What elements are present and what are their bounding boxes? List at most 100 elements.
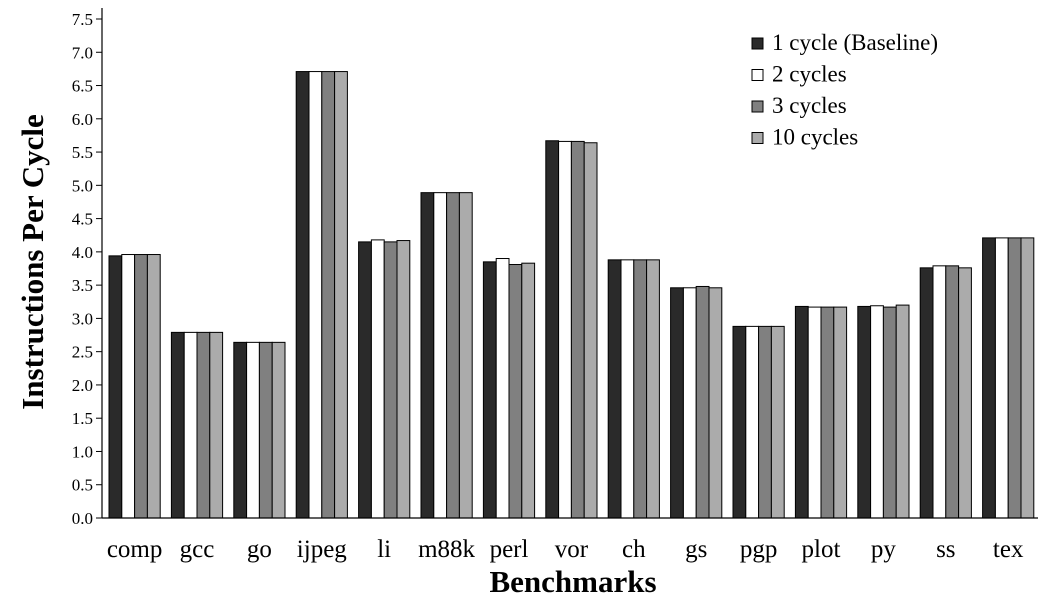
bar-group-perl <box>482 258 536 519</box>
bar <box>482 261 497 519</box>
bar <box>994 237 1009 519</box>
bar <box>945 265 960 519</box>
bar <box>545 140 560 519</box>
y-tick-label: 2.0 <box>72 376 93 395</box>
y-tick-label: 3.0 <box>72 309 93 328</box>
bar <box>146 254 161 519</box>
legend-swatch <box>751 132 764 144</box>
bar <box>321 71 336 519</box>
y-tick-label: 6.0 <box>72 110 93 129</box>
y-axis-title: Instructions Per Cycle <box>15 114 50 410</box>
bar <box>246 341 260 519</box>
bar <box>870 305 884 519</box>
bar-group-gcc <box>170 331 224 519</box>
y-tick-label: 5.0 <box>72 176 93 195</box>
bar-group-gs <box>670 285 723 519</box>
bar <box>420 192 435 519</box>
bar <box>1020 237 1035 519</box>
bar-group-m88k <box>420 192 473 519</box>
bar <box>982 237 996 519</box>
bar-group-li <box>358 239 411 519</box>
bar <box>196 331 211 519</box>
bar-group-ss <box>919 265 972 519</box>
bar-group-tex <box>982 237 1035 519</box>
y-tick-label: 0.0 <box>72 509 93 528</box>
x-tick-label: go <box>247 536 272 563</box>
x-tick-label: vor <box>555 536 589 563</box>
bar <box>745 325 760 519</box>
bar <box>134 254 148 519</box>
bar <box>820 306 835 519</box>
legend-label: 10 cycles <box>772 125 858 150</box>
bar-group-comp <box>108 254 161 519</box>
x-tick-label: m88k <box>418 536 475 563</box>
bar <box>495 258 510 519</box>
bar <box>857 305 872 519</box>
bar <box>958 267 972 519</box>
bar <box>558 140 572 519</box>
bar-group-ijpeg <box>295 71 348 519</box>
bar <box>807 306 822 519</box>
bar <box>1007 237 1022 519</box>
y-tick-label: 3.5 <box>72 276 93 295</box>
legend-label: 3 cycles <box>772 93 847 118</box>
legend-swatch <box>751 100 764 113</box>
bar <box>708 287 723 519</box>
bar <box>370 239 385 519</box>
y-tick-label: 5.5 <box>72 143 93 162</box>
x-tick-label: tex <box>993 536 1024 563</box>
bar <box>258 341 273 519</box>
bar-group-ch <box>607 259 660 519</box>
bar <box>308 71 323 519</box>
x-tick-label: gs <box>685 536 707 563</box>
bar <box>233 341 248 519</box>
bar <box>271 341 286 519</box>
y-tick-label: 4.0 <box>72 243 93 262</box>
bar <box>682 287 697 519</box>
bar-group-pgp <box>732 325 785 519</box>
legend: 1 cycle (Baseline) 2 cycles 3 cycles 10 cyc… <box>751 30 938 150</box>
bar <box>646 259 660 519</box>
y-tick-label: 7.0 <box>72 43 93 62</box>
bar <box>882 306 897 519</box>
x-tick-label: comp <box>107 536 163 563</box>
y-tick-label: 7.5 <box>72 10 93 29</box>
bar <box>633 259 648 519</box>
x-axis-title: Benchmarks <box>489 564 656 599</box>
y-tick-label: 6.5 <box>72 77 93 96</box>
y-tick-label: 4.5 <box>72 210 93 229</box>
bar <box>670 287 684 519</box>
bar <box>183 331 198 519</box>
bars <box>108 71 1035 519</box>
bar <box>932 265 947 519</box>
x-tick-label: ijpeg <box>297 536 347 563</box>
bar <box>458 192 473 519</box>
bar <box>583 142 598 519</box>
x-tick-label: ss <box>936 536 955 563</box>
bar <box>833 306 848 519</box>
bar <box>919 267 934 519</box>
bar-group-vor <box>545 140 598 519</box>
bar <box>620 259 635 519</box>
x-tick-label: py <box>871 536 897 563</box>
bar <box>570 140 585 519</box>
x-tick-label: gcc <box>180 536 215 563</box>
bar <box>396 240 411 519</box>
bar <box>358 241 372 519</box>
bar <box>295 71 310 519</box>
legend-label: 2 cycles <box>772 62 847 87</box>
legend-swatch <box>751 69 764 81</box>
x-tick-label: plot <box>802 536 841 563</box>
bar <box>607 259 622 519</box>
bar <box>770 325 785 519</box>
bar <box>895 304 910 519</box>
y-tick-label: 0.5 <box>72 476 93 495</box>
bar-group-go <box>233 341 286 519</box>
bar <box>695 285 710 519</box>
bar <box>433 192 448 519</box>
bar-group-py <box>857 304 910 519</box>
bar <box>758 325 772 519</box>
bar <box>446 192 460 519</box>
x-axis: comp gcc go ijpeg li m88k perl vor ch gs pgp plot py… <box>102 517 1038 563</box>
